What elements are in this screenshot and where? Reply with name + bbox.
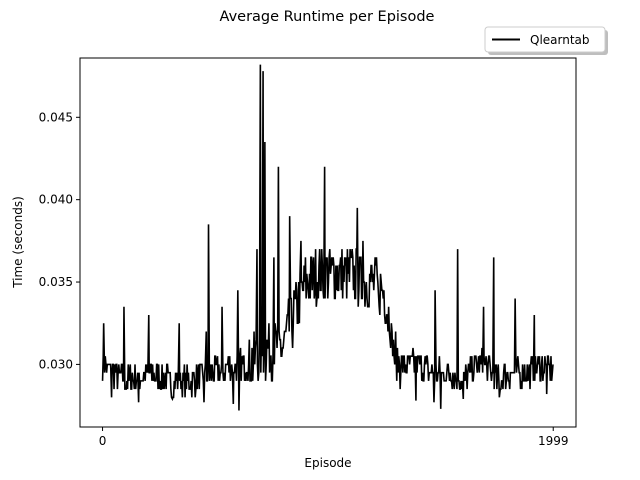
- series-line-qlearntab: [101, 64, 554, 411]
- y-axis-ticks: 0.030 0.035 0.040 0.045: [39, 110, 80, 371]
- y-tick-label: 0.035: [39, 275, 73, 289]
- plot-area: [79, 57, 577, 428]
- series-layer: [101, 64, 554, 411]
- plot-background: [80, 58, 576, 427]
- legend: Qlearntab: [484, 26, 608, 55]
- x-axis-label: Episode: [304, 456, 351, 470]
- chart-title: Average Runtime per Episode: [220, 9, 435, 25]
- y-tick-label: 0.030: [39, 357, 73, 371]
- y-tick-label: 0.040: [39, 193, 73, 207]
- y-tick-label: 0.045: [39, 110, 73, 124]
- x-axis-ticks: 0 1999: [99, 427, 569, 448]
- plot-frame: [79, 57, 577, 428]
- legend-entry-qlearntab: Qlearntab: [530, 33, 590, 47]
- legend-box: [484, 26, 606, 53]
- x-tick-label: 0: [99, 434, 107, 448]
- x-tick-label: 1999: [538, 434, 569, 448]
- y-axis-label: Time (seconds): [11, 196, 25, 289]
